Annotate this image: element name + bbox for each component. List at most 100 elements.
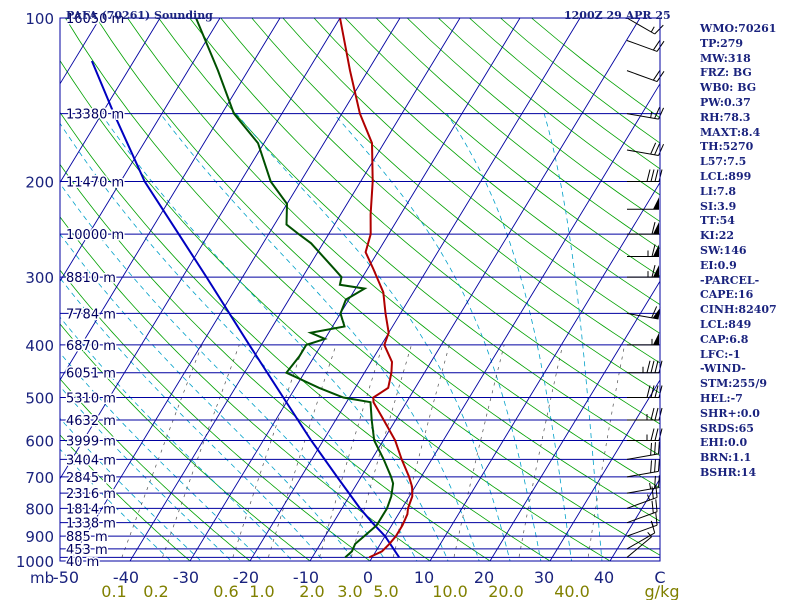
pressure-tick-label: 400 xyxy=(25,337,54,355)
isotherm xyxy=(69,18,401,561)
isotherm xyxy=(549,379,660,561)
wind-barb xyxy=(626,69,665,83)
plot-frame xyxy=(59,17,661,562)
height-label: 1338 m xyxy=(66,517,116,532)
wind-barb xyxy=(626,475,660,494)
wind-barb xyxy=(627,332,659,346)
index-line: WB0: BG xyxy=(700,81,757,95)
index-line: SW:146 xyxy=(700,243,747,257)
isotherm xyxy=(60,18,221,283)
mixing-ratio-tick-label: 1.0 xyxy=(249,582,274,600)
pressure-tick-label: 100 xyxy=(25,10,54,28)
height-label: 6870 m xyxy=(66,339,116,354)
temperature-tick-label: 30 xyxy=(534,568,554,587)
index-line: HEL:-7 xyxy=(700,391,743,405)
dry-adiabat xyxy=(65,18,660,556)
height-label: 11470 m xyxy=(66,175,124,190)
pressure-tick-label: 800 xyxy=(25,500,54,518)
mixing-ratio-tick-label: 3.0 xyxy=(337,582,362,600)
dry-adiabat xyxy=(60,434,191,561)
height-label: 6051 m xyxy=(66,367,116,382)
dry-adiabat xyxy=(158,18,660,457)
pressure-unit-label: mb xyxy=(30,569,54,587)
index-line: PW:0.37 xyxy=(700,95,751,109)
height-label: 8810 m xyxy=(66,271,116,286)
isotherm xyxy=(60,18,341,480)
height-label: 2845 m xyxy=(66,471,116,486)
mixing-ratio-tick-label: 5.0 xyxy=(373,582,398,600)
index-line: LFC:-1 xyxy=(700,347,741,361)
wind-barb xyxy=(626,17,664,35)
wind-barb xyxy=(626,39,665,52)
index-line: MAXT:8.4 xyxy=(700,125,761,139)
pressure-tick-label: 900 xyxy=(25,528,54,546)
mixing-ratio-tick-label: 20.0 xyxy=(488,582,524,600)
pressure-tick-label: 1000 xyxy=(16,553,54,571)
index-line: L57:7.5 xyxy=(700,155,747,169)
index-line: LCL:849 xyxy=(700,317,752,331)
height-label: 13380 m xyxy=(66,108,124,123)
index-line: CINH:82407 xyxy=(700,303,777,317)
index-line: EHI:0.0 xyxy=(700,436,748,450)
isotherm xyxy=(0,18,40,573)
dry-adiabat xyxy=(251,18,660,364)
isotherm xyxy=(369,82,660,561)
mixing-ratio-line xyxy=(266,344,337,561)
temperature-tick-label: 20 xyxy=(474,568,494,587)
dry-adiabat xyxy=(282,18,660,334)
height-label: 5310 m xyxy=(66,392,116,407)
height-label: 40 m xyxy=(66,555,99,570)
mixing-ratio-tick-label: 2.0 xyxy=(299,582,324,600)
index-line: -PARCEL- xyxy=(700,273,760,287)
index-line: CAPE:16 xyxy=(700,288,754,302)
pressure-tick-label: 500 xyxy=(25,390,54,408)
dry-adiabat xyxy=(60,59,611,561)
index-line: KI:22 xyxy=(700,229,735,243)
height-label: 3404 m xyxy=(66,453,116,468)
isotherm xyxy=(60,18,161,184)
temperature-tick-label: 40 xyxy=(594,568,614,587)
temperature-trace xyxy=(339,18,414,559)
parcel-trace xyxy=(90,60,401,558)
dry-adiabat xyxy=(60,163,491,561)
isotherm xyxy=(129,18,461,561)
wind-barb xyxy=(626,306,661,320)
index-line: BSHR:14 xyxy=(700,465,757,479)
dry-adiabat xyxy=(60,378,251,561)
wind-barb xyxy=(627,360,663,374)
index-line: LCL:899 xyxy=(700,169,752,183)
index-line: SHR+:0.0 xyxy=(700,406,760,420)
wind-barb xyxy=(627,264,659,278)
dry-adiabat xyxy=(375,18,660,250)
index-line: TH:5270 xyxy=(700,140,754,154)
index-line: WMO:70261 xyxy=(700,22,777,35)
index-line: EI:0.9 xyxy=(700,258,737,272)
dry-adiabat xyxy=(313,18,660,306)
index-line: FRZ: BG xyxy=(700,66,752,80)
index-line: TP:279 xyxy=(700,36,744,50)
isotherm xyxy=(489,280,660,561)
wind-barb xyxy=(626,499,658,524)
height-label: 453 m xyxy=(66,543,108,558)
height-label: 4632 m xyxy=(66,414,116,429)
mixing-ratio-tick-label: 0.2 xyxy=(143,582,168,600)
height-label: 16050 m xyxy=(66,12,124,27)
temperature-tick-label: C xyxy=(654,568,665,587)
pressure-tick-label: 600 xyxy=(25,433,54,451)
mixing-ratio-tick-label: g/kg xyxy=(645,582,680,600)
wind-barb xyxy=(626,458,660,478)
temperature-tick-label: 0 xyxy=(363,568,373,587)
mixing-ratio-line xyxy=(231,344,305,561)
isotherm xyxy=(60,18,281,381)
index-line: STM:255/9 xyxy=(700,377,767,391)
mixing-ratio-tick-label: 0.1 xyxy=(101,582,126,600)
temperature-tick-label: -10 xyxy=(293,568,319,587)
height-label: 7784 m xyxy=(66,307,116,322)
pressure-tick-label: 200 xyxy=(25,173,54,191)
pressure-tick-label: 300 xyxy=(25,269,54,287)
temperature-tick-label: -20 xyxy=(233,568,259,587)
wind-barb xyxy=(626,512,658,537)
station-title: PAFA (70261) Sounding xyxy=(66,9,213,22)
index-line: LI:7.8 xyxy=(700,184,737,198)
